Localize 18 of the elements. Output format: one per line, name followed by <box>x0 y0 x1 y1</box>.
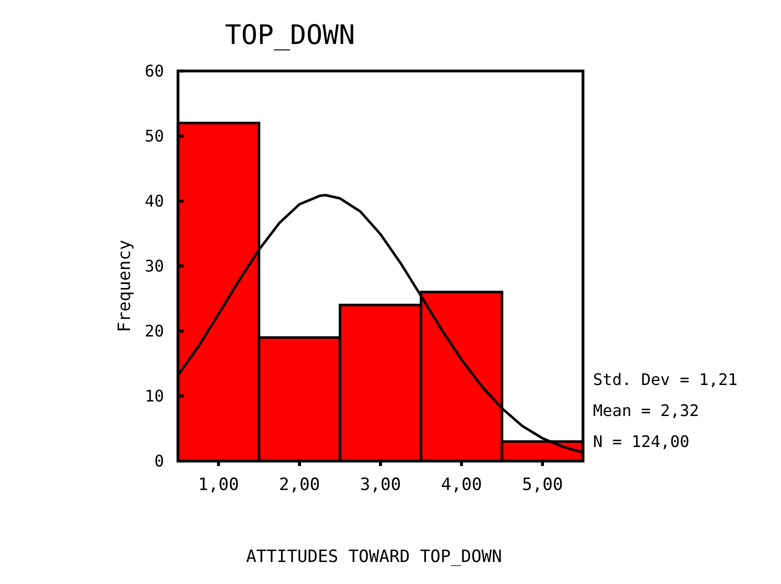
y-tick-label: 20 <box>144 322 164 341</box>
chart-title: TOP_DOWN <box>224 20 356 51</box>
y-tick-label: 30 <box>144 256 164 276</box>
text: Std. Dev = 1,21 <box>593 370 738 389</box>
y-tick-label: 60 <box>144 62 164 81</box>
x-axis-title: ATTITUDES TOWARD TOP_DOWN <box>246 547 502 567</box>
x-tick-label: 5,00 <box>522 475 563 495</box>
x-tick-label: 4,00 <box>441 475 482 495</box>
y-tick-label: 40 <box>144 192 164 211</box>
y-tick-label: 0 <box>154 452 164 471</box>
text: Mean = 2,32 <box>593 401 699 420</box>
text: N = 124,00 <box>593 432 690 451</box>
y-tick-label: 50 <box>144 126 164 146</box>
x-tick-label: 3,00 <box>360 475 401 495</box>
x-tick-label: 2,00 <box>279 475 320 495</box>
y-tick-label: 10 <box>144 386 164 406</box>
y-axis-title: Frequency <box>115 240 135 332</box>
x-tick-label: 1,00 <box>198 475 239 495</box>
